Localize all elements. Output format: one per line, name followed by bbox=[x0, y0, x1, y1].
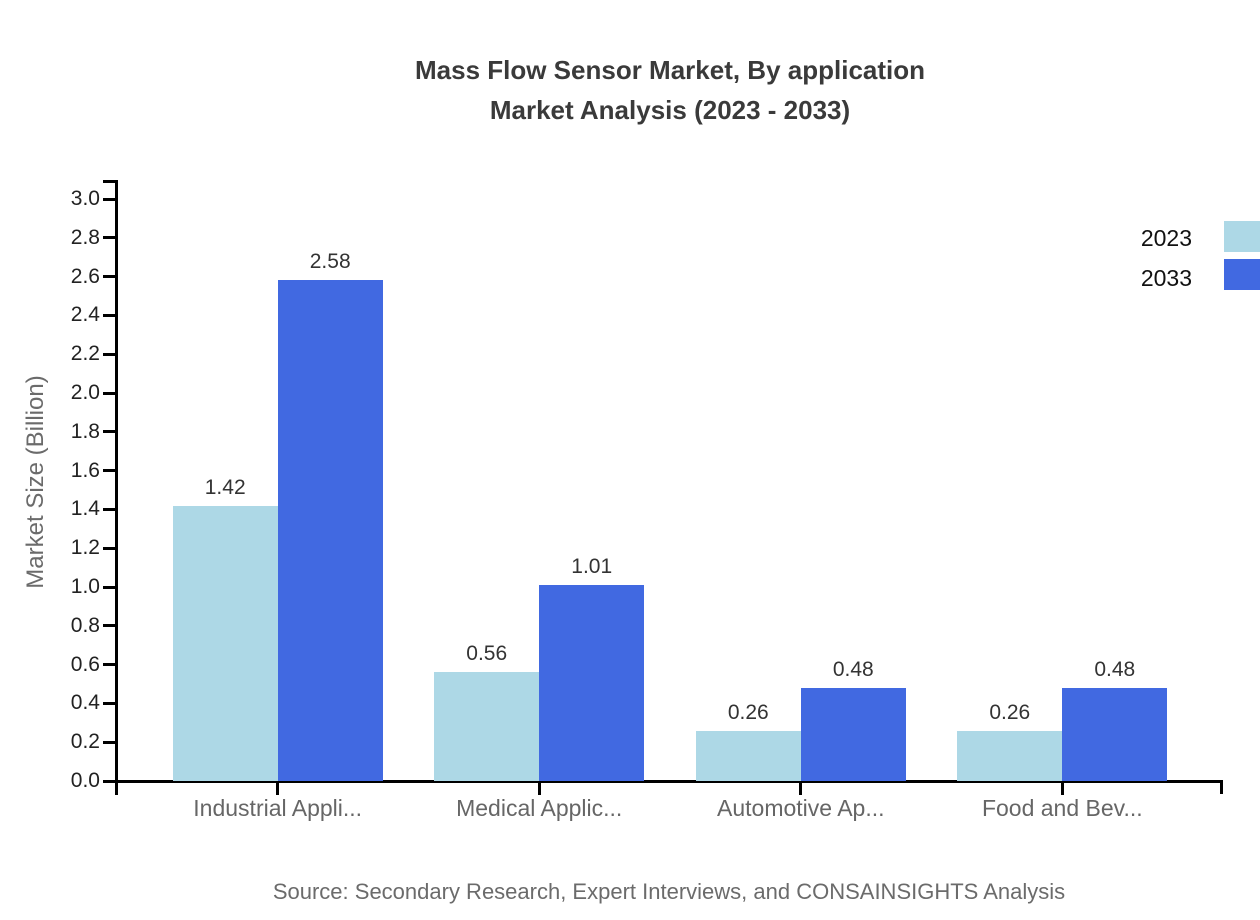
bar-2033-category-4 bbox=[1062, 687, 1168, 781]
x-axis-line bbox=[115, 780, 1223, 783]
x-category-label: Food and Bev... bbox=[981, 795, 1143, 821]
y-tick-mark bbox=[103, 313, 115, 317]
y-tick-mark bbox=[103, 275, 115, 279]
y-tick-label: 1.2 bbox=[70, 536, 100, 560]
y-tick-mark bbox=[103, 236, 115, 240]
bar-2023-category-3 bbox=[695, 730, 801, 781]
y-tick-label: 0.4 bbox=[70, 691, 100, 715]
y-tick-label: 1.4 bbox=[70, 497, 100, 521]
y-tick-label: 1.8 bbox=[70, 419, 100, 443]
y-tick-mark bbox=[103, 740, 115, 744]
y-tick-label: 0.6 bbox=[70, 652, 100, 676]
y-tick-label: 3.0 bbox=[70, 187, 100, 210]
legend-swatch-2023 bbox=[1224, 221, 1260, 252]
chart-title-line1: Mass Flow Sensor Market, By application bbox=[414, 55, 926, 85]
x-category-label: Industrial Appli... bbox=[193, 795, 363, 821]
legend-label-2023: 2023 bbox=[1140, 225, 1192, 251]
legend-label-2033: 2033 bbox=[1140, 265, 1192, 291]
bar-value-label: 1.42 bbox=[204, 475, 246, 499]
y-tick-mark bbox=[103, 430, 115, 434]
y-tick-mark bbox=[103, 197, 115, 201]
chart-title-line2: Market Analysis (2023 - 2033) bbox=[489, 95, 851, 125]
y-tick-mark bbox=[103, 507, 115, 511]
bar-value-label: 1.01 bbox=[571, 555, 613, 579]
bar-value-label: 0.48 bbox=[832, 657, 874, 681]
y-tick-label: 2.8 bbox=[70, 225, 100, 249]
x-tick-mark bbox=[537, 782, 541, 795]
bar-2033-category-3 bbox=[800, 687, 906, 781]
y-tick-mark bbox=[103, 352, 115, 356]
y-tick-label: 2.0 bbox=[70, 381, 100, 404]
y-axis-end-cap bbox=[103, 180, 115, 183]
y-tick-mark bbox=[103, 663, 115, 667]
bar-2033-category-1 bbox=[277, 280, 383, 781]
x-category-label: Automotive Ap... bbox=[717, 795, 885, 821]
bar-2023-category-4 bbox=[957, 730, 1063, 781]
bar-value-label: 0.26 bbox=[989, 700, 1031, 724]
bar-2023-category-2 bbox=[434, 672, 540, 781]
y-tick-label: 0.2 bbox=[70, 730, 100, 754]
chart-title: Mass Flow Sensor Market, By application … bbox=[40, 50, 1260, 130]
y-tick-mark bbox=[103, 779, 115, 783]
x-tick-mark bbox=[799, 782, 803, 795]
x-tick-mark bbox=[276, 782, 280, 795]
y-axis-line bbox=[115, 180, 118, 795]
y-tick-mark bbox=[103, 391, 115, 395]
bar-value-label: 0.26 bbox=[727, 700, 769, 724]
y-tick-label: 0.0 bbox=[70, 769, 100, 792]
x-tick-mark bbox=[1060, 782, 1064, 795]
y-tick-label: 1.0 bbox=[70, 575, 100, 598]
y-tick-label: 0.8 bbox=[70, 613, 100, 637]
y-tick-mark bbox=[103, 624, 115, 628]
y-tick-mark bbox=[103, 585, 115, 589]
y-tick-label: 2.4 bbox=[70, 303, 100, 327]
bar-2023-category-1 bbox=[172, 505, 278, 781]
y-tick-label: 2.2 bbox=[70, 342, 100, 366]
y-tick-label: 1.6 bbox=[70, 458, 100, 482]
y-tick-label: 2.6 bbox=[70, 264, 100, 288]
bar-value-label: 2.58 bbox=[309, 250, 351, 274]
x-category-label: Medical Applic... bbox=[456, 795, 623, 821]
y-tick-mark bbox=[103, 701, 115, 705]
y-tick-mark bbox=[103, 469, 115, 473]
y-tick-mark bbox=[103, 546, 115, 550]
bar-2033-category-2 bbox=[539, 585, 645, 781]
bar-value-label: 0.56 bbox=[466, 642, 508, 666]
bar-value-label: 0.48 bbox=[1094, 657, 1136, 681]
x-axis-end-cap bbox=[1220, 780, 1223, 794]
legend-swatch-2033 bbox=[1224, 259, 1260, 290]
source-attribution: Source: Secondary Research, Expert Inter… bbox=[272, 879, 1066, 904]
